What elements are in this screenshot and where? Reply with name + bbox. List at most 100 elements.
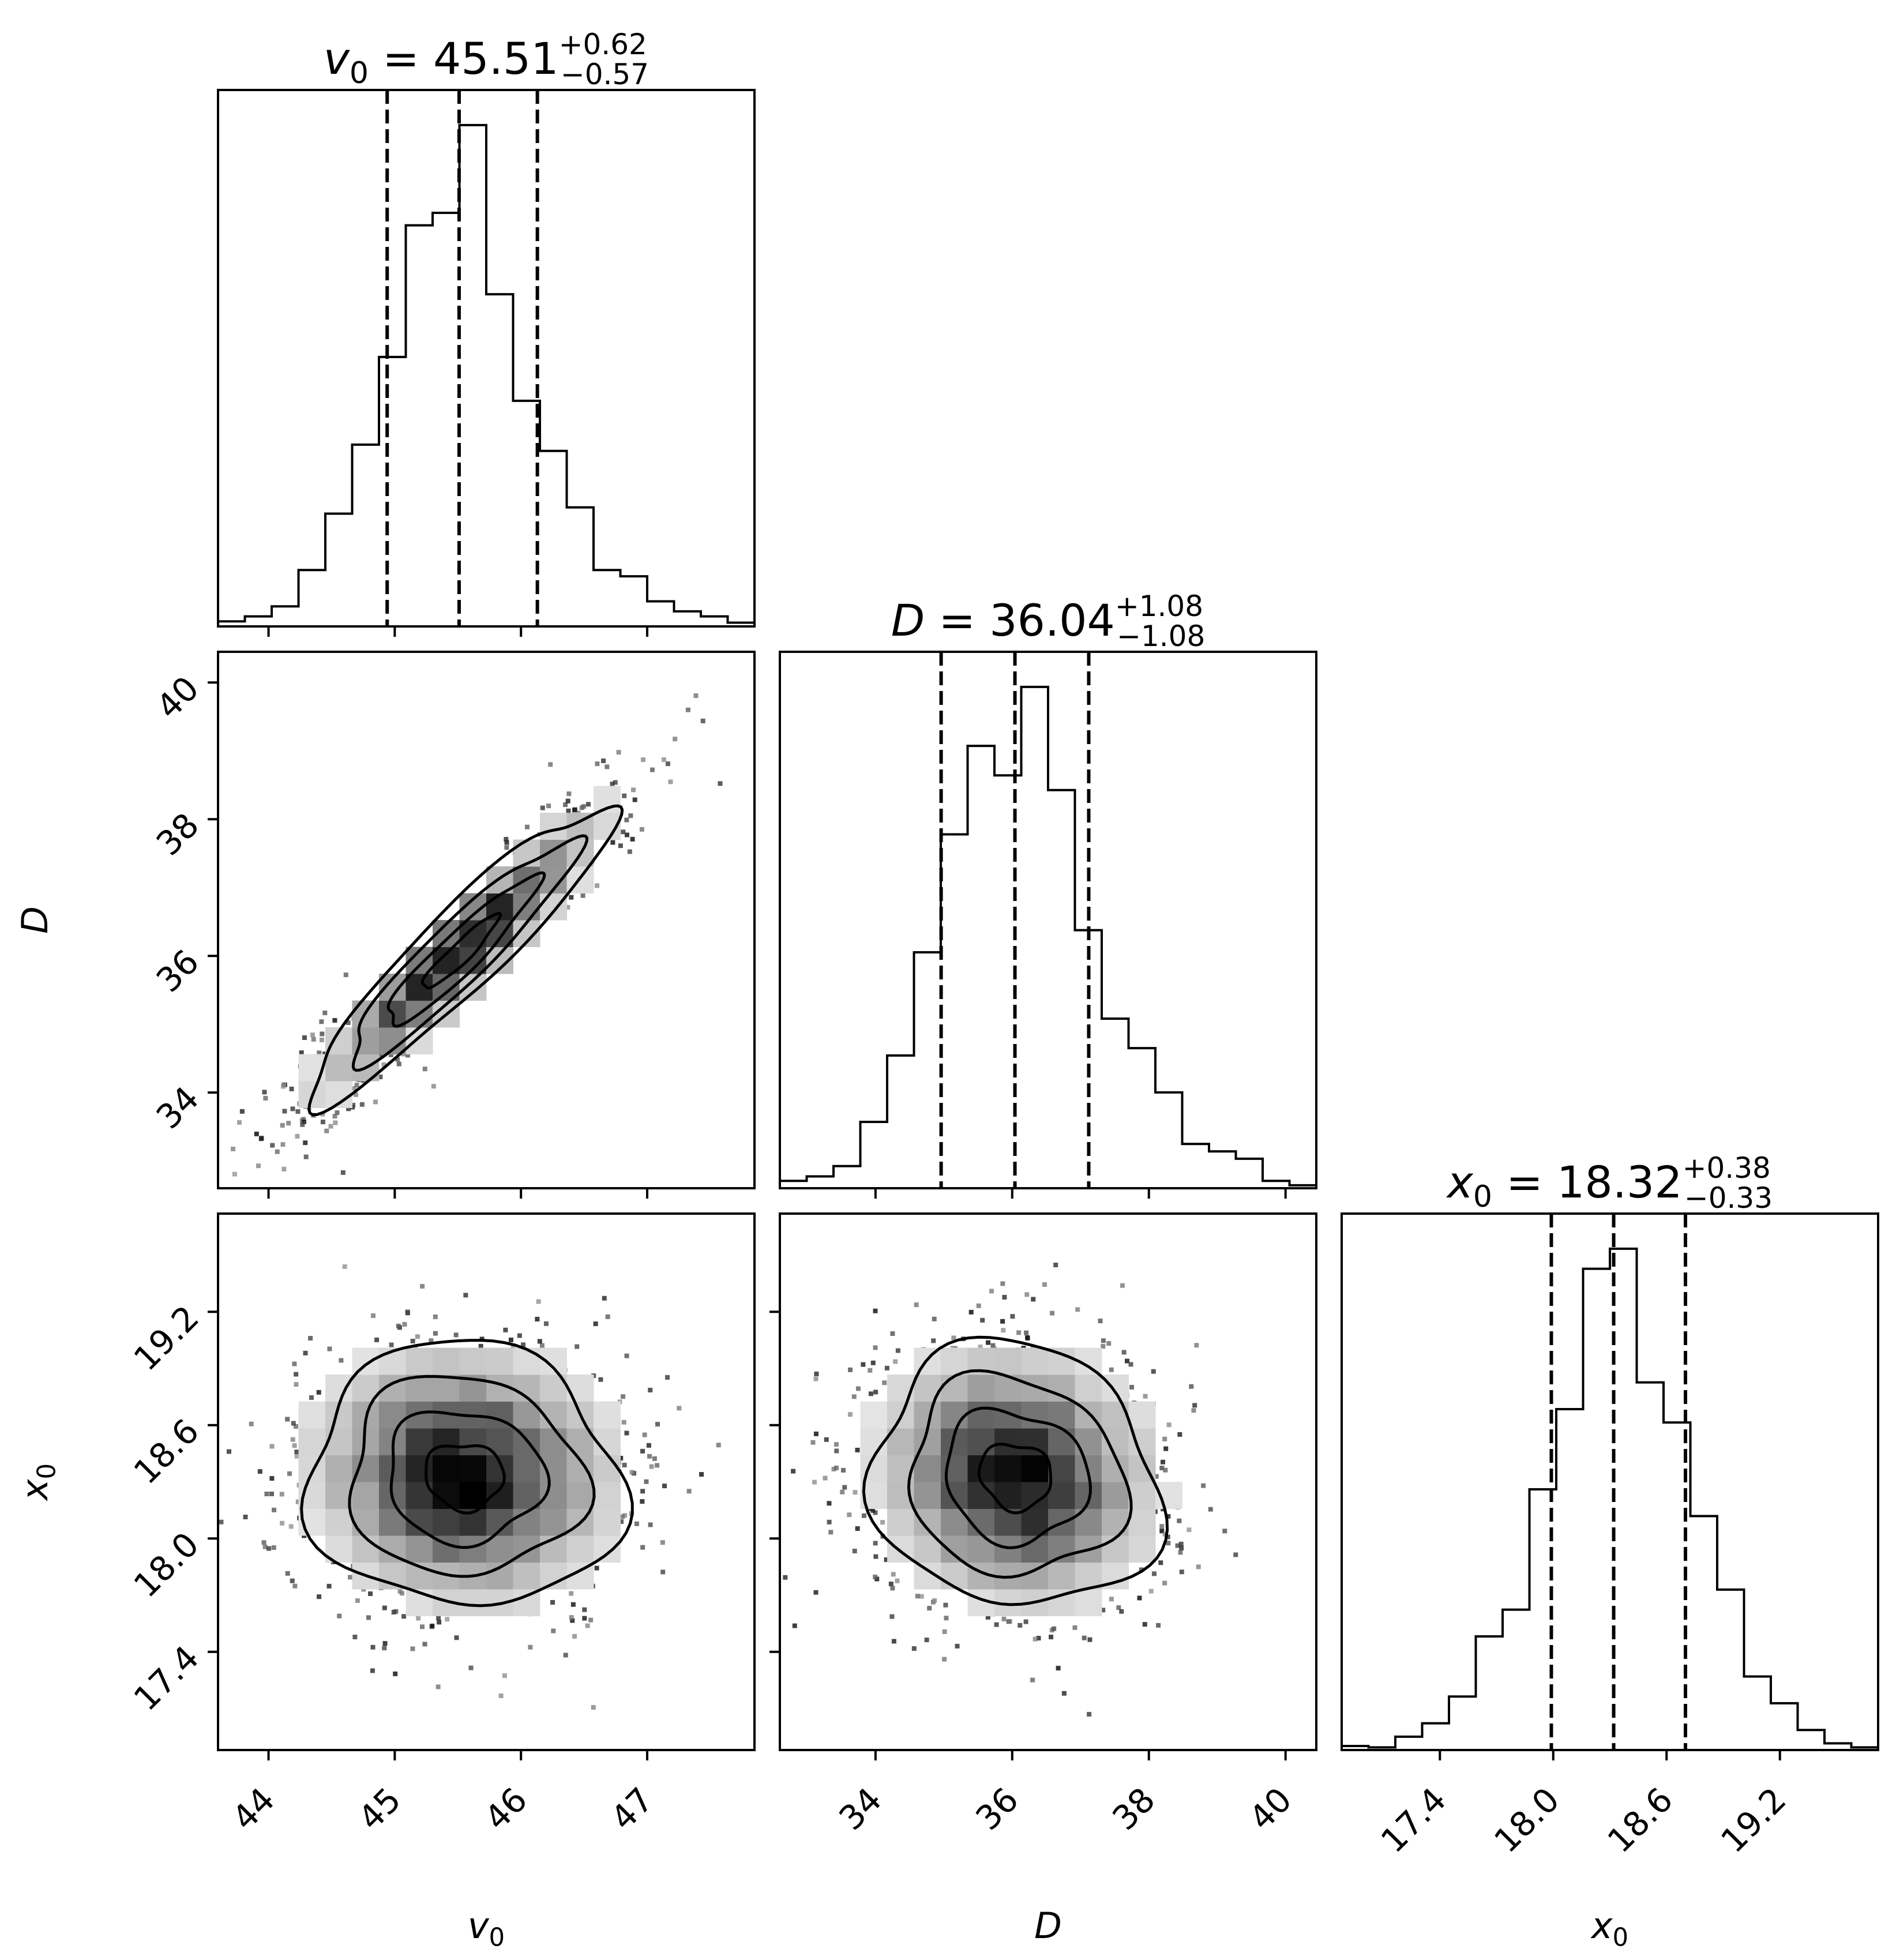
scatter-point <box>1119 1609 1124 1614</box>
scatter-point <box>1101 1338 1106 1343</box>
scatter-point <box>915 1594 920 1599</box>
density-cell <box>594 1482 621 1509</box>
scatter-point <box>870 1360 876 1365</box>
scatter-point <box>308 1336 313 1341</box>
scatter-point <box>1072 1625 1077 1630</box>
x-tick-label: 18.6 <box>1600 1780 1680 1860</box>
density-cell <box>433 1455 460 1482</box>
scatter-point <box>978 1345 983 1350</box>
y-tick-label: 19.2 <box>126 1298 207 1378</box>
scatter-point <box>595 761 600 767</box>
scatter-point <box>261 1540 266 1545</box>
scatter-point <box>716 1443 721 1448</box>
density-cell <box>1128 1508 1156 1536</box>
scatter-point <box>1001 1616 1007 1621</box>
scatter-point <box>882 1380 887 1385</box>
scatter-point <box>852 1548 857 1553</box>
scatter-point <box>303 1350 308 1356</box>
scatter-point <box>285 1417 290 1422</box>
scatter-point <box>332 1017 337 1023</box>
density-cell <box>967 1535 995 1563</box>
scatter-point <box>333 1120 338 1125</box>
scatter-point <box>550 1599 555 1605</box>
density-cell <box>1048 1375 1075 1402</box>
density-cell <box>540 1455 567 1482</box>
scatter-point <box>393 1671 398 1676</box>
title-x0: x0 = 18.32+0.38 −0.33 <box>1446 1151 1773 1215</box>
density-cell <box>540 813 567 840</box>
scatter-point <box>1159 1524 1165 1529</box>
density-cell <box>1048 1482 1075 1509</box>
scatter-point <box>1162 1580 1167 1586</box>
scatter-point <box>453 1332 459 1338</box>
scatter-point <box>840 1467 846 1473</box>
scatter-point <box>1030 1677 1035 1683</box>
x-axis-label-x0: x0 <box>1590 1905 1628 1953</box>
scatter-point <box>1050 1311 1055 1316</box>
scatter-point <box>951 1335 956 1341</box>
scatter-point <box>655 1463 660 1468</box>
density-cell <box>298 1455 326 1482</box>
scatter-point <box>237 1120 242 1125</box>
scatter-point <box>990 1343 996 1348</box>
scatter-point <box>565 904 570 910</box>
scatter-point <box>931 1338 936 1343</box>
density-cell <box>1021 1401 1049 1429</box>
scatter-point <box>346 1020 351 1026</box>
scatter-point <box>508 1337 513 1342</box>
density-cell <box>513 839 540 867</box>
density-cell <box>914 1455 941 1482</box>
scatter-point <box>873 1308 878 1313</box>
scatter-point <box>416 1616 421 1621</box>
density-cell <box>406 1347 433 1375</box>
scatter-point <box>540 805 545 810</box>
scatter-point <box>288 1524 294 1529</box>
scatter-point <box>619 1519 624 1524</box>
scatter-point <box>569 1615 574 1620</box>
scatter-point <box>324 1128 329 1133</box>
scatter-point <box>640 1545 645 1550</box>
scatter-point <box>239 1109 245 1114</box>
scatter-point <box>677 1406 682 1411</box>
x-tick-label: 47 <box>603 1780 661 1838</box>
scatter-point <box>258 1136 264 1142</box>
scatter-point <box>572 807 577 812</box>
scatter-point <box>944 1616 949 1621</box>
scatter-point <box>290 1106 295 1112</box>
scatter-point <box>303 1140 308 1146</box>
scatter-point <box>792 1623 797 1628</box>
density-cell <box>459 1589 487 1616</box>
scatter-point <box>1139 1567 1144 1572</box>
scatter-point <box>618 843 623 848</box>
scatter-point <box>718 781 723 786</box>
scatter-point <box>566 808 571 813</box>
scatter-point <box>280 1142 286 1147</box>
y-tick-label: 34 <box>149 1079 207 1136</box>
scatter-point <box>855 1386 861 1391</box>
scatter-point <box>812 1480 817 1485</box>
density-cell <box>540 1562 567 1590</box>
scatter-point <box>504 840 509 845</box>
scatter-point <box>317 1594 322 1599</box>
scatter-point <box>660 1540 665 1545</box>
scatter-point <box>868 1368 873 1373</box>
scatter-point <box>226 1449 231 1454</box>
histogram-v0 <box>217 90 756 626</box>
scatter-point <box>272 1507 277 1512</box>
scatter-point <box>352 1634 358 1639</box>
density-cell <box>967 1428 995 1455</box>
scatter-point <box>601 758 606 763</box>
scatter-point <box>842 1485 847 1490</box>
scatter-point <box>370 1668 375 1673</box>
scatter-point <box>911 1646 917 1651</box>
scatter-point <box>575 1344 580 1349</box>
density-cell <box>1128 1401 1156 1429</box>
scatter-point <box>572 1634 577 1639</box>
scatter-point <box>292 1583 298 1589</box>
scatter-point <box>686 1489 692 1494</box>
scatter-point <box>264 1491 269 1496</box>
scatter-point <box>328 1124 333 1129</box>
scatter-point <box>370 1644 376 1650</box>
scatter-point <box>610 782 615 787</box>
scatter-point <box>1179 1545 1184 1550</box>
